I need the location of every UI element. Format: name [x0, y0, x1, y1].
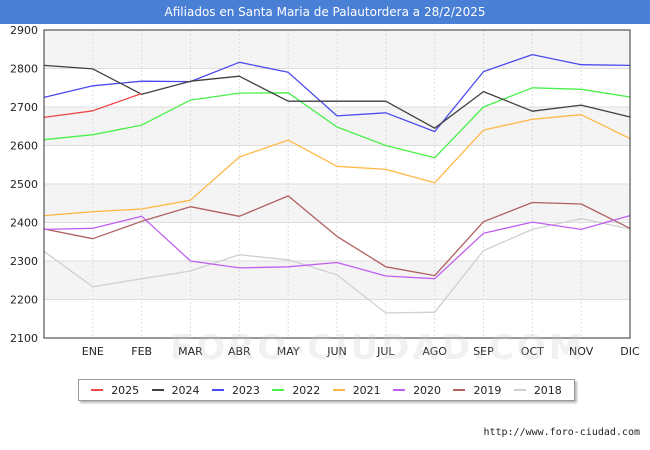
- series-lines: [43, 53, 631, 314]
- x-tick-label: DIC: [620, 345, 640, 358]
- x-tick-label: MAR: [178, 345, 203, 358]
- x-tick-label: JUL: [376, 345, 395, 358]
- legend-swatch: [513, 389, 526, 391]
- legend-item-2024: 2024: [151, 383, 200, 397]
- legend-item-2021: 2021: [332, 383, 381, 397]
- y-tick-label: 2900: [10, 24, 38, 37]
- y-tick-label: 2200: [10, 294, 38, 307]
- legend-item-2022: 2022: [272, 384, 320, 397]
- series-line-2024: [43, 64, 631, 129]
- x-tick-label: JUN: [326, 345, 347, 358]
- legend-swatch: [91, 389, 104, 391]
- x-axis-ticks: ENE FEB MAR ABR MAY JUN JUL AGO SEP OCT NOV DIC: [82, 345, 640, 358]
- series-line-2025: [43, 92, 142, 119]
- x-tick-label: ABR: [228, 345, 251, 358]
- x-tick-label: OCT: [521, 345, 544, 358]
- y-tick-label: 2100: [10, 332, 38, 345]
- legend-item-2025: 2025: [91, 384, 139, 397]
- legend-item-2023: 2023: [211, 383, 260, 397]
- watermark: FORO-CIUDAD.COM: [170, 328, 586, 368]
- legend-label: 2022: [292, 383, 321, 397]
- legend-swatch: [332, 389, 345, 391]
- legend-label: 2024: [171, 383, 200, 397]
- legend-label: 2019: [473, 383, 502, 397]
- series-line-2020: [43, 214, 631, 280]
- legend-item-2018: 2018: [513, 383, 562, 397]
- series-line-2021: [43, 114, 631, 217]
- legend-label: 2023: [231, 383, 260, 397]
- legend-item-2020: 2020: [393, 384, 441, 397]
- y-axis-ticks: 2100 2200 2300 2400 2500 2600 2700 2800 2900: [10, 24, 38, 345]
- legend-swatch: [272, 389, 285, 391]
- axes: [43, 29, 631, 339]
- y-tick-label: 2800: [10, 63, 38, 76]
- legend-swatch: [393, 389, 406, 391]
- y-tick-label: 2600: [10, 140, 38, 153]
- x-tick-label: AGO: [422, 345, 447, 358]
- y-tick-label: 2500: [10, 178, 38, 191]
- plot-frame: [43, 29, 631, 339]
- legend-label: 2021: [352, 383, 381, 397]
- x-tick-label: SEP: [473, 345, 494, 358]
- legend-swatch: [151, 389, 164, 391]
- legend-item-2019: 2019: [453, 384, 501, 397]
- series-line-2019: [43, 195, 631, 277]
- legend-swatch: [211, 389, 224, 391]
- x-tick-label: ENE: [82, 345, 104, 358]
- series-line-2022: [43, 87, 631, 159]
- series-line-2023: [43, 53, 631, 133]
- legend-swatch: [453, 389, 466, 391]
- y-tick-label: 2400: [10, 217, 38, 230]
- chart-title: Afiliados en Santa Maria de Palautordera…: [164, 5, 486, 19]
- series-line-2018: [43, 217, 631, 314]
- source-credit: http://www.foro-ciudad.com: [483, 427, 640, 438]
- x-tick-label: MAY: [277, 345, 300, 358]
- x-tick-label: FEB: [131, 345, 152, 358]
- title-bar: Afiliados en Santa Maria de Palautordera…: [0, 0, 650, 24]
- y-tick-label: 2300: [10, 255, 38, 268]
- y-tick-label: 2700: [10, 101, 38, 114]
- legend: 2025 2024 2023 2022 2021 2020 2019 2018: [78, 379, 575, 401]
- legend-label: 2020: [413, 383, 442, 397]
- x-tick-label: NOV: [569, 345, 594, 358]
- legend-label: 2025: [111, 383, 140, 397]
- legend-label: 2018: [533, 383, 562, 397]
